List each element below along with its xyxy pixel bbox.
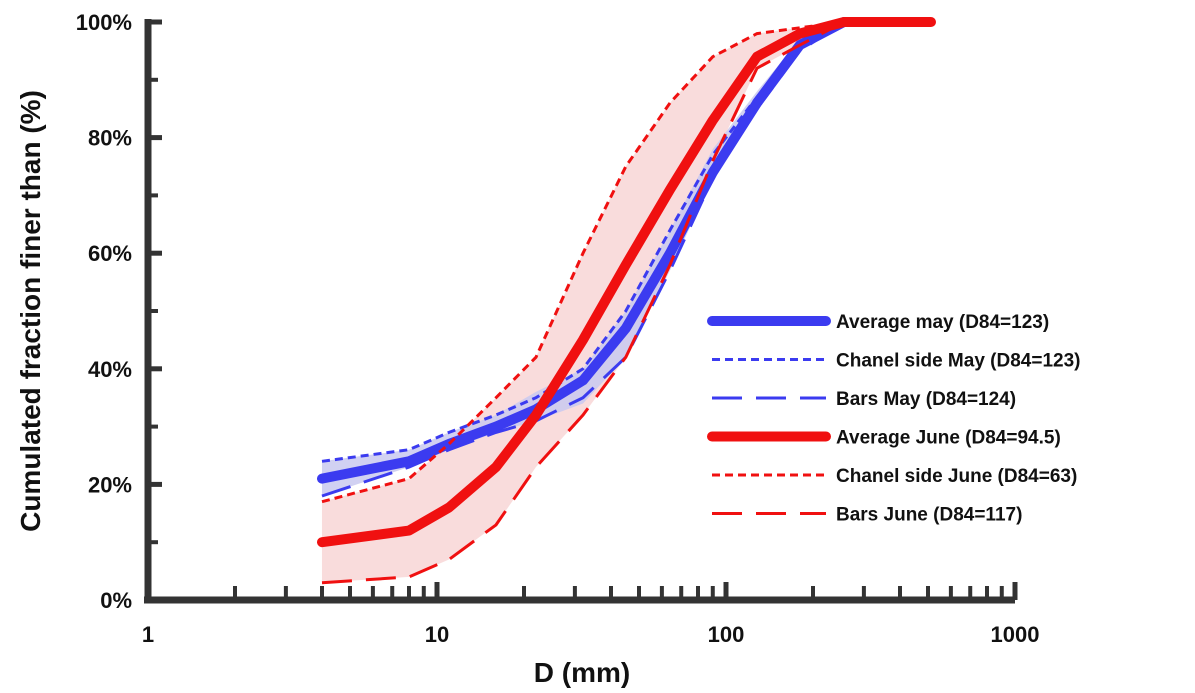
x-tick-label-0: 1: [142, 622, 154, 647]
legend-label-4: Chanel side June (D84=63): [836, 466, 1077, 487]
x-axis-title: D (mm): [534, 657, 630, 688]
ticks-layer: 0% 20% 40% 60% 80% 100% 1 10 100 1000: [76, 10, 1040, 647]
bands-layer: [321, 22, 931, 583]
series-layer: [317, 17, 936, 585]
y-tick-label-4: 80%: [88, 126, 132, 151]
series-line-0: [317, 17, 849, 484]
band-may: [321, 22, 844, 496]
y-axis-title: Cumulated fraction finer than (%): [15, 90, 46, 532]
legend-label-5: Bars June (D84=117): [836, 505, 1022, 526]
x-tick-label-3: 1000: [991, 622, 1040, 647]
legend-label-1: Chanel side May (D84=123): [836, 351, 1080, 372]
y-tick-label-1: 20%: [88, 472, 132, 497]
legend: Average may (D84=123) Chanel side May (D8…: [707, 312, 1080, 526]
y-tick-label-2: 40%: [88, 357, 132, 382]
legend-label-2: Bars May (D84=124): [836, 389, 1016, 410]
x-tick-label-1: 10: [425, 622, 449, 647]
series-line-2: [321, 20, 845, 498]
y-tick-label-0: 0%: [100, 588, 132, 613]
series-line-1: [321, 20, 845, 463]
series-line-3: [317, 17, 936, 548]
y-tick-label-3: 60%: [88, 241, 132, 266]
y-tick-label-5: 100%: [76, 10, 132, 35]
legend-label-3: Average June (D84=94.5): [836, 428, 1061, 449]
legend-label-0: Average may (D84=123): [836, 312, 1049, 333]
band-june: [321, 22, 931, 583]
x-tick-label-2: 100: [708, 622, 745, 647]
